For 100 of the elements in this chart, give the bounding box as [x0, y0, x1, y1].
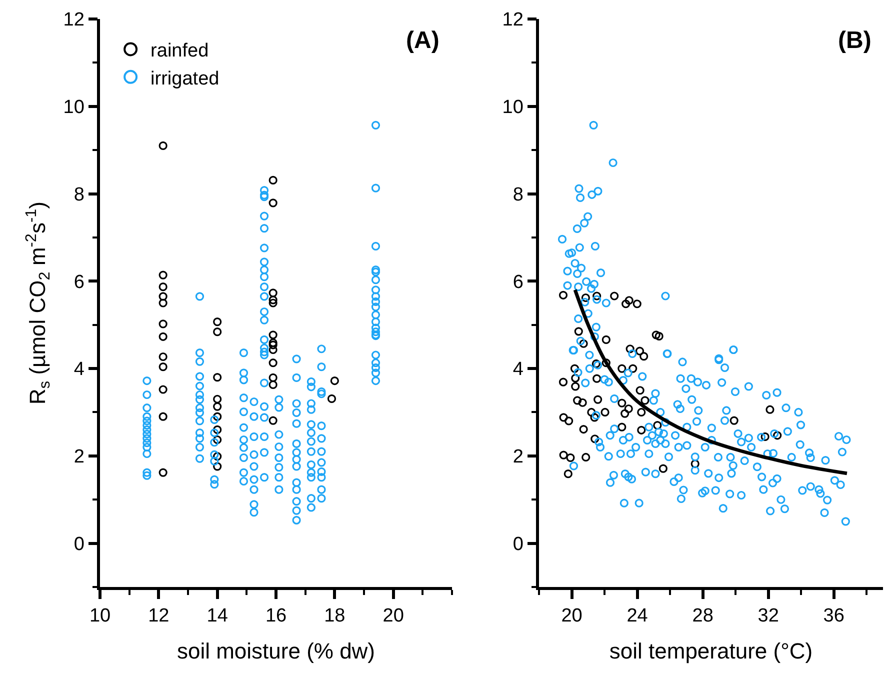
x-tick-label: 10: [89, 606, 111, 627]
point: [624, 404, 633, 414]
point: [213, 462, 222, 471]
y-tick-label: 12: [63, 10, 84, 31]
point: [268, 296, 278, 304]
point: [268, 373, 278, 382]
point: [632, 300, 642, 308]
annotation: (A): [406, 27, 440, 54]
y-tick-label: 4: [74, 359, 85, 380]
point: [268, 298, 278, 308]
point: [571, 374, 580, 382]
point: [640, 352, 648, 361]
point: [559, 450, 568, 460]
point: [566, 453, 575, 462]
point: [624, 296, 634, 305]
point: [730, 416, 738, 425]
point: [213, 425, 222, 434]
point: [581, 293, 590, 302]
point: [559, 413, 568, 422]
point: [618, 398, 626, 408]
point: [592, 374, 602, 383]
point: [213, 435, 222, 444]
y-tick-label: 12: [502, 10, 524, 31]
point: [653, 421, 662, 430]
y-tick-label: 2: [512, 446, 524, 468]
point: [158, 298, 168, 308]
point: [579, 339, 588, 348]
point: [602, 335, 610, 344]
point: [587, 408, 596, 417]
point: [573, 396, 582, 405]
annotation: (B): [838, 27, 872, 54]
point: [571, 382, 580, 391]
point: [582, 452, 590, 462]
y-tick-label: 2: [74, 446, 84, 468]
y-tick-label: 6: [512, 272, 524, 293]
point: [268, 330, 278, 340]
point: [600, 408, 610, 417]
point: [158, 270, 168, 280]
y-tick-label: 6: [74, 272, 84, 293]
point: [574, 327, 583, 336]
point: [158, 320, 168, 328]
x-axis-title: soil moisture (% dw): [176, 638, 376, 664]
point: [558, 378, 568, 386]
point: [592, 292, 602, 300]
point: [268, 198, 278, 208]
point: [635, 346, 644, 356]
point: [602, 358, 610, 368]
point: [570, 364, 580, 373]
point: [268, 345, 278, 354]
point: [640, 396, 650, 405]
point: [213, 317, 222, 326]
x-tick-label: 36: [823, 606, 844, 627]
point: [618, 364, 626, 373]
point: [268, 176, 278, 185]
point: [268, 416, 278, 425]
point: [158, 385, 168, 394]
point: [158, 332, 168, 341]
point: [578, 398, 587, 407]
point: [590, 434, 600, 444]
point: [158, 352, 168, 362]
point: [622, 300, 630, 308]
point: [652, 330, 660, 340]
y-tick-label: 10: [63, 97, 84, 118]
x-tick-label: 24: [626, 606, 648, 627]
point: [213, 394, 222, 404]
point: [620, 409, 630, 418]
y-tick-label: 4: [512, 359, 524, 380]
x-axis-title: soil temperature (°C): [609, 638, 813, 664]
point: [158, 362, 168, 372]
point: [268, 340, 278, 350]
point: [636, 386, 644, 395]
point: [658, 464, 668, 473]
x-tick-label: 20: [561, 606, 582, 627]
x-tick-label: 14: [206, 606, 228, 627]
point: [637, 408, 646, 417]
x-tick-label: 18: [324, 606, 346, 627]
point: [158, 141, 168, 150]
x-tick-label: 20: [382, 606, 404, 627]
legend-label: irrigated: [150, 68, 220, 90]
point: [626, 344, 634, 354]
point: [158, 292, 168, 301]
point: [594, 395, 602, 404]
point: [618, 422, 626, 432]
point: [158, 282, 168, 292]
point: [610, 292, 619, 300]
point: [564, 470, 572, 478]
point: [766, 405, 774, 414]
x-tick-label: 12: [148, 606, 170, 627]
point: [268, 380, 278, 389]
x-tick-label: 16: [265, 606, 287, 627]
y-tick-label: 0: [74, 534, 84, 555]
point: [268, 288, 278, 298]
point: [268, 338, 278, 348]
point: [213, 402, 222, 411]
legend-label: rainfed: [150, 40, 209, 62]
x-tick-label: 32: [758, 606, 779, 627]
y-tick-label: 8: [74, 184, 84, 206]
point: [558, 290, 568, 300]
point: [628, 364, 638, 373]
y-tick-label: 10: [502, 97, 524, 118]
